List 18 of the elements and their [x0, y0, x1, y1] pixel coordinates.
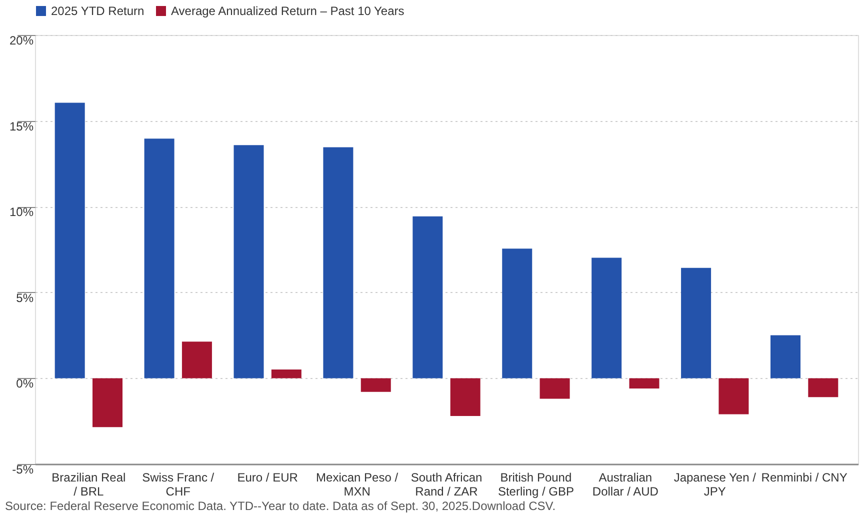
- y-tick-label: 15%: [9, 119, 34, 134]
- x-tick-label: Brazilian Real / BRL: [52, 470, 126, 498]
- y-tick-label: -5%: [12, 462, 34, 476]
- legend-label: Average Annualized Return – Past 10 Years: [171, 4, 404, 18]
- x-tick-label: Euro / EUR: [237, 470, 298, 484]
- y-tick-label: 20%: [9, 34, 34, 48]
- legend-label: 2025 YTD Return: [51, 4, 144, 18]
- x-tick-label: South African Rand / ZAR: [410, 470, 482, 498]
- x-tick-label: British Pound Sterling / GBP: [498, 470, 574, 498]
- x-tick-label: Mexican Peso / MXN: [316, 470, 399, 498]
- y-tick-label: 0%: [16, 376, 34, 391]
- x-tick-label: Australian Dollar / AUD: [592, 470, 659, 498]
- x-tick-label: Japanese Yen / JPY: [674, 470, 757, 498]
- source-note: Source: Federal Reserve Economic Data. YTD--Year to date. Data as of Sept. 30, 2025.Download CSV.: [5, 499, 556, 513]
- x-tick-label: Swiss Franc / CHF: [142, 470, 215, 498]
- x-tick-label: Renminbi / CNY: [761, 470, 848, 484]
- y-tick-label: 5%: [16, 290, 34, 305]
- y-tick-label: 10%: [9, 205, 34, 220]
